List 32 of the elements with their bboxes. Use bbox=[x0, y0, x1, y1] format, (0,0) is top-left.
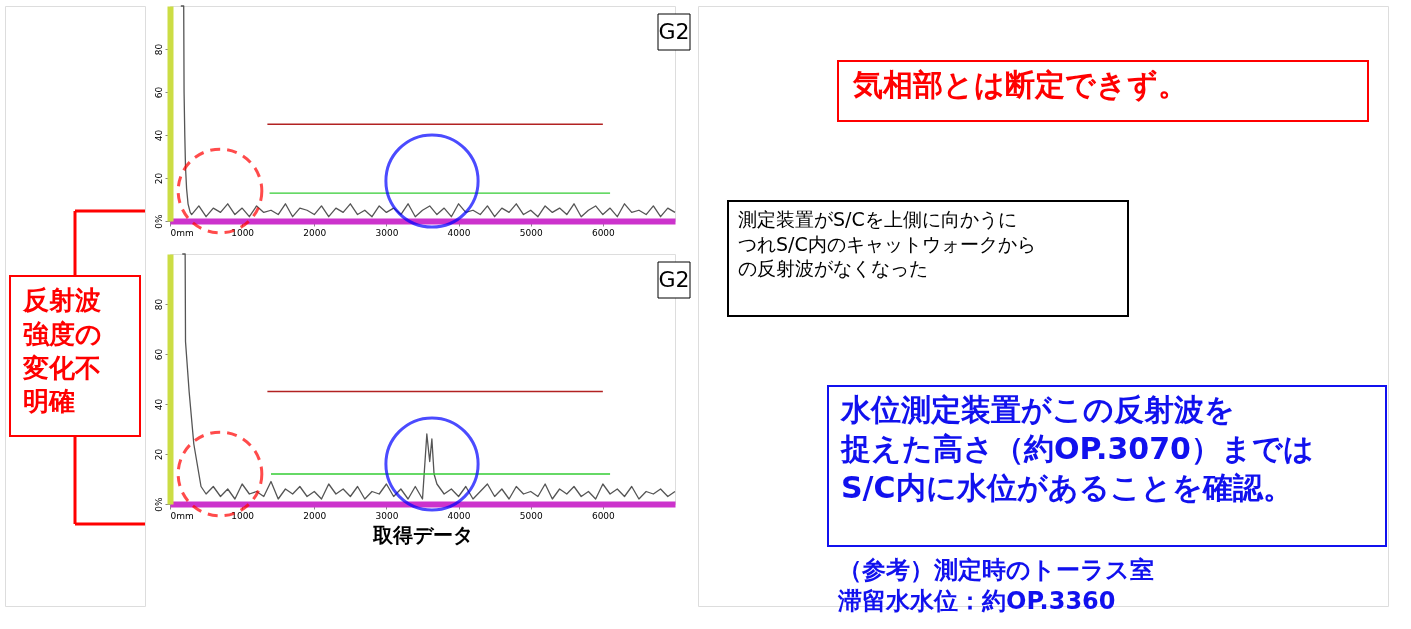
y-tick-label: 80 bbox=[153, 298, 164, 311]
text: 反射波強度の変化不明確 bbox=[22, 285, 102, 417]
text: 水位測定装置がこの反射波を捉えた高さ（約OP.3070）まではS/C内に水位があることを確認。 bbox=[840, 392, 1314, 505]
y-tick-label: 0% bbox=[153, 213, 164, 229]
text: （参考）測定時のトーラス室滞留水水位：約OP.3360 bbox=[837, 556, 1154, 616]
text: 気相部とは断定できず。 bbox=[852, 67, 1188, 102]
annotation: G2 bbox=[658, 19, 690, 44]
x-tick-label: 4000 bbox=[447, 227, 471, 238]
text: 測定装置がS/Cを上側に向かうにつれS/C内のキャットウォークからの反射波がなくなった bbox=[738, 208, 1036, 280]
x-tick-label: 6000 bbox=[591, 510, 616, 521]
x-tick-label: 3000 bbox=[375, 510, 399, 521]
y-tick-label: 80 bbox=[153, 43, 164, 56]
x-tick-label: 3000 bbox=[375, 227, 399, 238]
x-tick-label: 6000 bbox=[591, 227, 616, 238]
y-tick-label: 20 bbox=[153, 448, 164, 461]
x-tick-label: 5000 bbox=[519, 510, 543, 521]
text: 取得データ bbox=[371, 522, 473, 547]
annotation: G2 bbox=[658, 267, 690, 292]
x-tick-label: 4000 bbox=[447, 510, 471, 521]
x-tick-label: 2000 bbox=[303, 510, 327, 521]
y-tick-label: 40 bbox=[153, 398, 164, 411]
y-tick-label: 40 bbox=[153, 129, 164, 142]
x-tick-label: 1000 bbox=[231, 510, 255, 521]
y-tick-label: 60 bbox=[153, 86, 164, 99]
x-tick-label: 2000 bbox=[303, 227, 327, 238]
x-tick-label: 0mm bbox=[170, 227, 194, 238]
x-tick-label: 1000 bbox=[231, 227, 255, 238]
y-tick-label: 0% bbox=[153, 496, 164, 512]
y-tick-label: 60 bbox=[153, 348, 164, 361]
x-tick-label: 5000 bbox=[519, 227, 543, 238]
x-tick-label: 0mm bbox=[170, 510, 194, 521]
y-tick-label: 20 bbox=[153, 172, 164, 185]
